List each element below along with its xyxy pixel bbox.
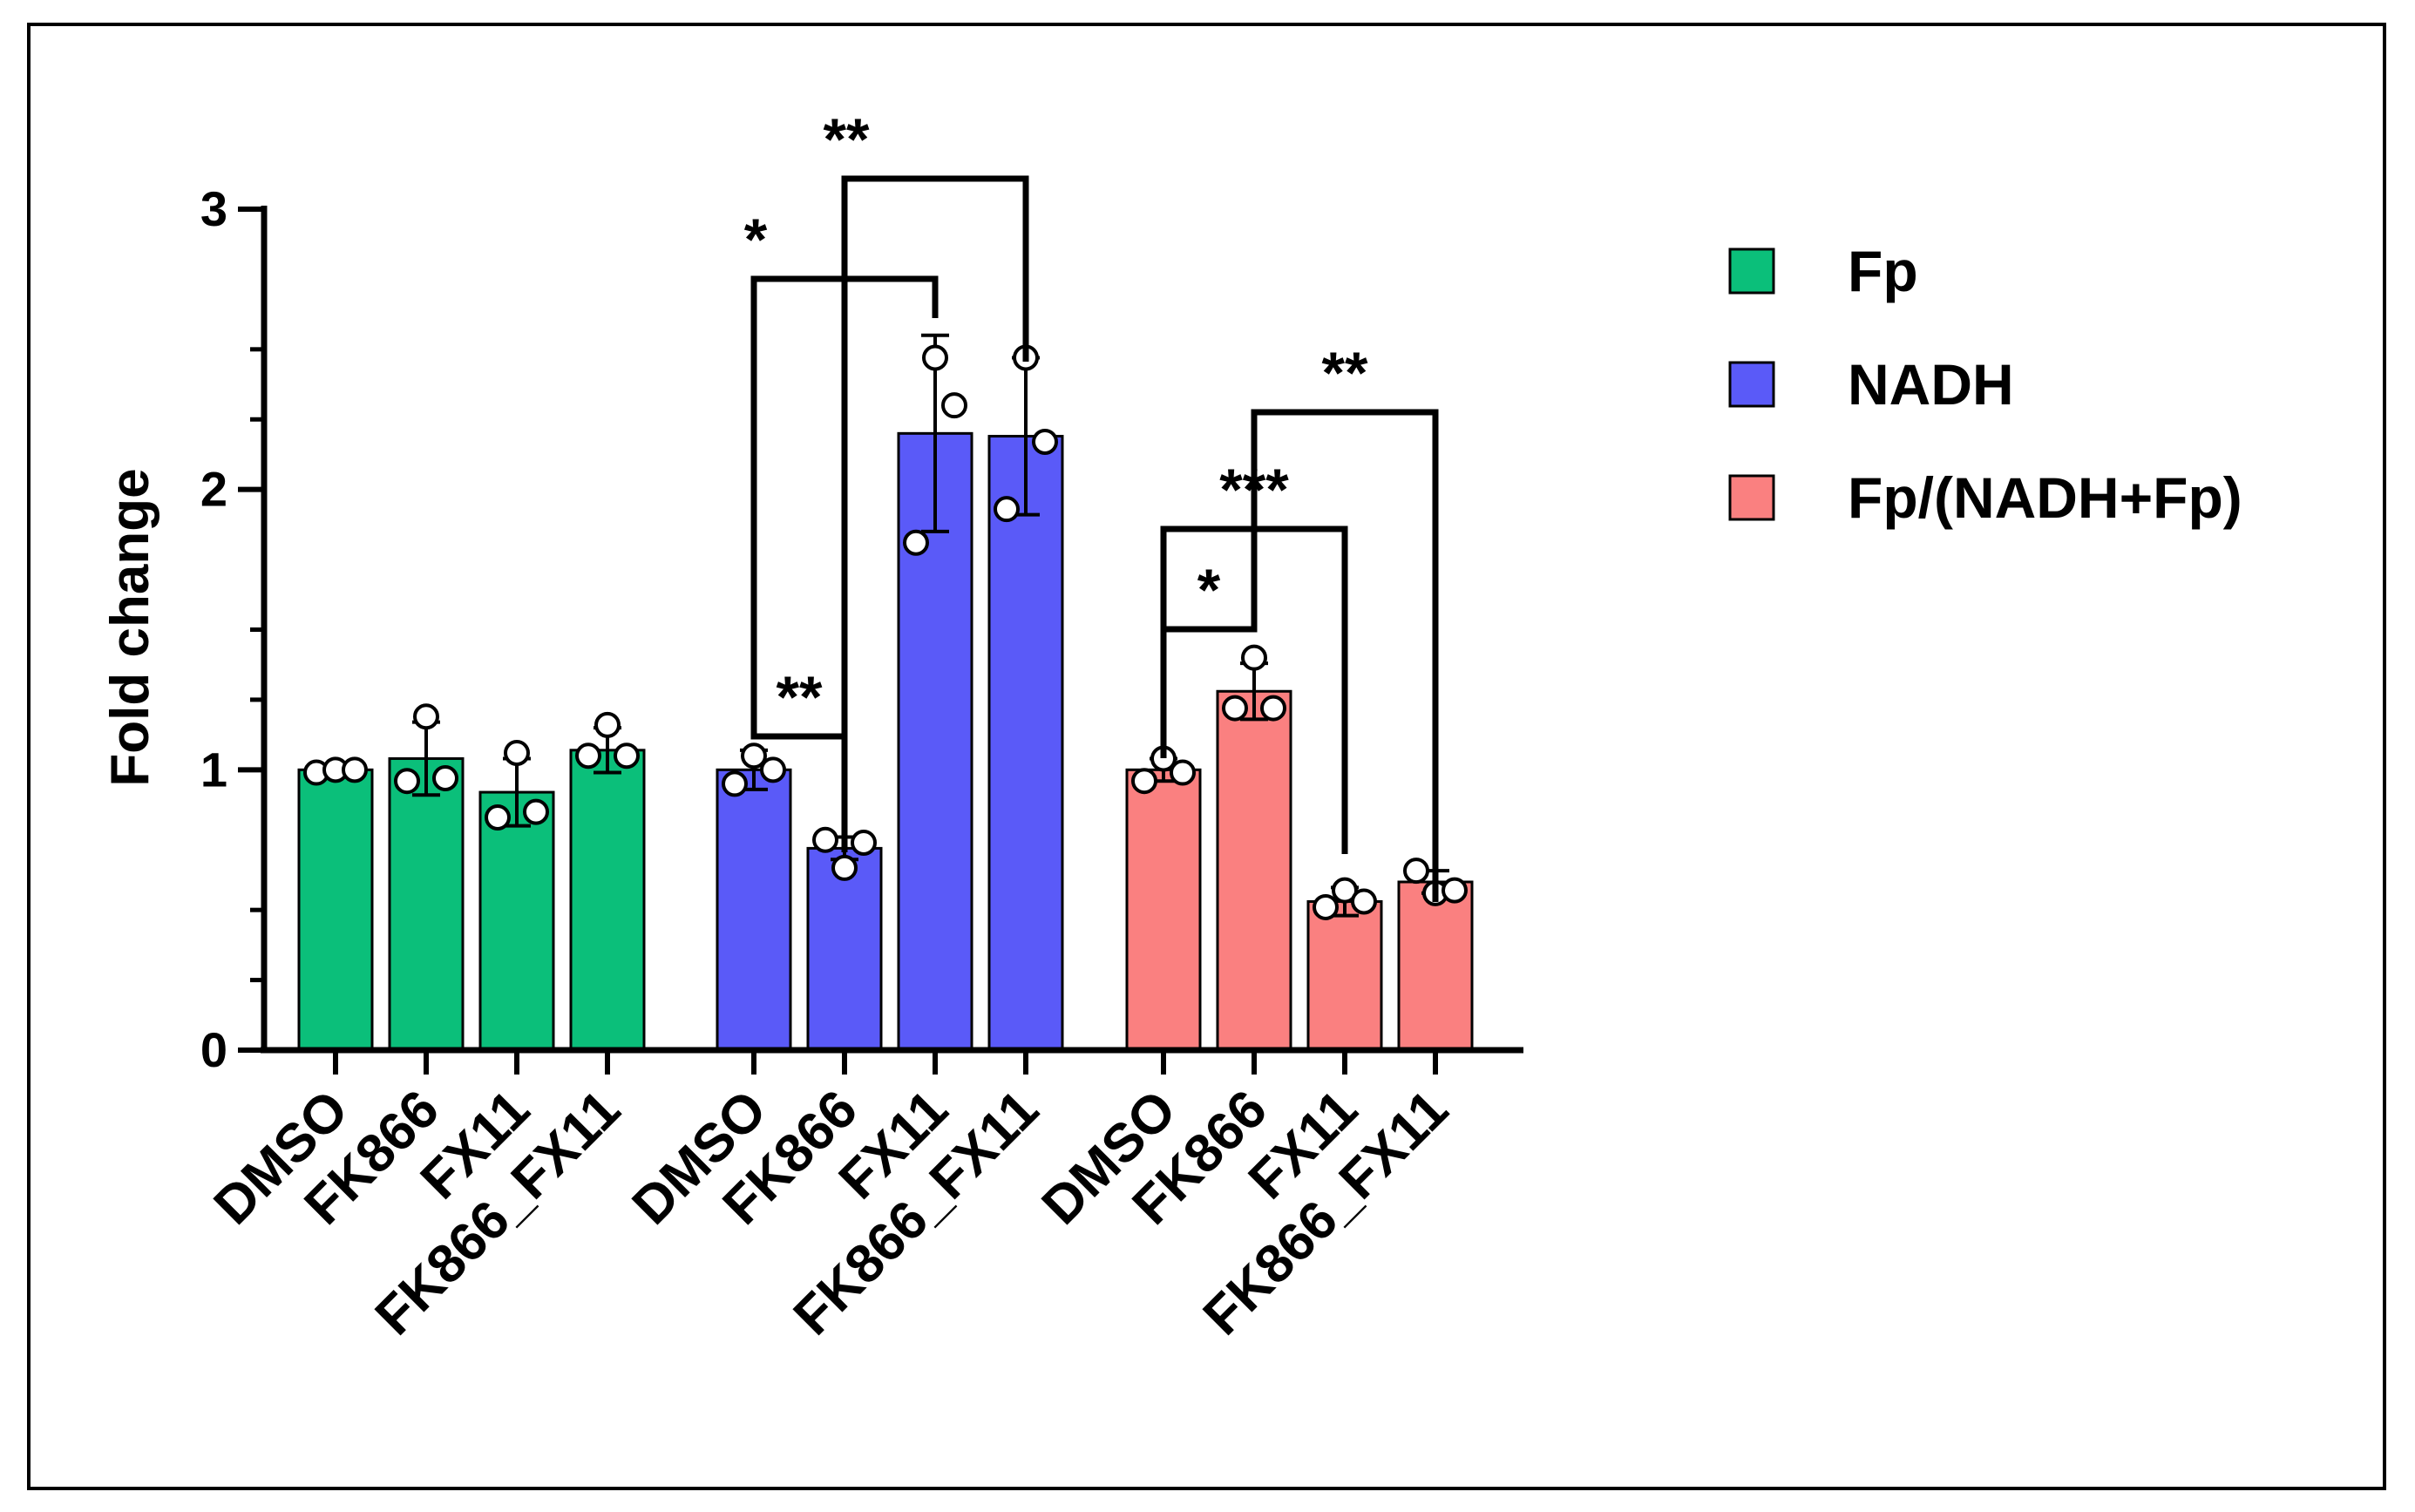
data-point: [851, 829, 877, 856]
data-point: [922, 344, 948, 371]
data-point: [432, 764, 458, 791]
data-point: [594, 711, 621, 738]
data-point: [1170, 759, 1196, 786]
legend-label: Fp: [1848, 239, 1918, 303]
data-point: [1032, 428, 1058, 455]
data-point: [994, 496, 1020, 523]
y-axis-title: Fold change: [100, 468, 160, 786]
data-point: [575, 742, 601, 770]
y-tick-label: 0: [200, 1022, 227, 1077]
data-point: [941, 392, 967, 419]
legend-label: Fp/(NADH+Fp): [1848, 465, 2242, 530]
y-tick-label: 2: [200, 462, 227, 517]
data-point: [741, 742, 767, 770]
bar-Fp/(NADH+Fp)-DMSO: [1125, 768, 1202, 1052]
data-point: [760, 756, 786, 783]
data-point: [812, 826, 838, 853]
bar-Fp/(NADH+Fp)-FX11: [1306, 900, 1383, 1052]
significance-bracket: [841, 175, 1029, 852]
data-point: [722, 770, 748, 797]
data-point: [903, 529, 929, 556]
significance-bracket: [1251, 409, 1439, 902]
data-point: [614, 742, 640, 770]
bar-Fp-FK866: [388, 756, 465, 1052]
data-point: [485, 804, 511, 831]
data-point: [1442, 877, 1468, 904]
data-point: [1222, 695, 1248, 722]
data-point: [1260, 695, 1286, 722]
data-point: [1131, 768, 1157, 795]
data-point: [1351, 888, 1377, 915]
data-point: [413, 703, 439, 730]
bar-Fp-FK866_FX11: [569, 749, 646, 1052]
figure-frame: [27, 23, 2386, 1490]
data-point: [1403, 858, 1429, 885]
bar-NADH-FK866: [806, 846, 883, 1052]
bar-Fp/(NADH+Fp)-FK866_FX11: [1397, 880, 1474, 1052]
bar-Fp/(NADH+Fp)-FK866: [1216, 689, 1292, 1052]
data-point: [394, 768, 420, 795]
legend-swatch-NADH: [1728, 361, 1775, 408]
data-point: [1332, 877, 1358, 904]
bar-Fp-DMSO: [297, 768, 374, 1052]
significance-label: **: [824, 106, 870, 173]
legend-label: NADH: [1848, 352, 2014, 417]
legend-swatch-Fp/(NADH+Fp): [1728, 474, 1775, 521]
data-point: [1313, 893, 1339, 920]
legend-swatch-Fp: [1728, 247, 1775, 295]
y-tick-label: 1: [200, 742, 227, 797]
data-point: [504, 740, 530, 767]
data-point: [523, 798, 549, 825]
bar-NADH-DMSO: [716, 768, 792, 1052]
significance-label: *: [744, 207, 768, 273]
data-point: [342, 756, 368, 783]
y-tick-label: 3: [200, 181, 227, 236]
significance-label: **: [1322, 340, 1368, 406]
data-point: [831, 854, 858, 881]
legend: Fp NADH Fp/(NADH+Fp): [1728, 239, 2242, 530]
significance-label: **: [777, 664, 823, 730]
data-point: [1241, 644, 1267, 671]
bar-Fp-FX11: [478, 790, 555, 1052]
bar-NADH-FK866_FX11: [987, 435, 1064, 1052]
significance-label: *: [1197, 557, 1221, 623]
